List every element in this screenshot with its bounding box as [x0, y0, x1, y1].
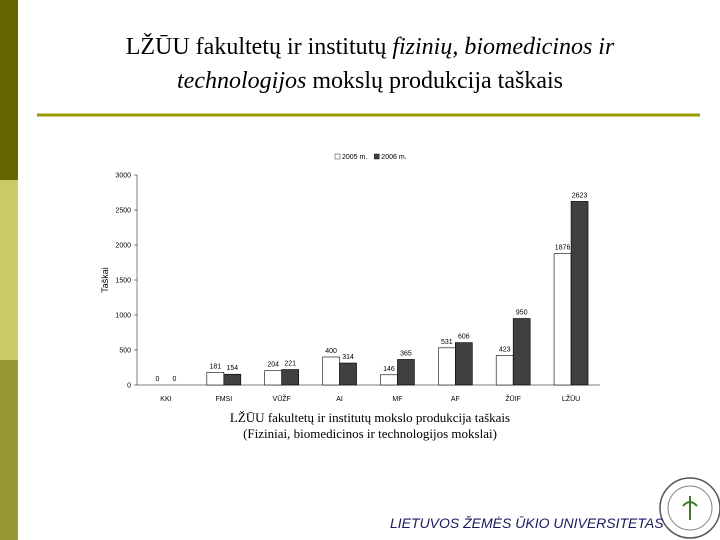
data-label: 154: [226, 365, 238, 372]
y-tick-label: 1500: [115, 278, 131, 285]
bar: [455, 342, 473, 386]
side-strip: [0, 360, 18, 540]
x-tick-label: AF: [451, 396, 460, 403]
title-text: technologijos: [177, 68, 307, 94]
caption-line: (Fiziniai, biomedicinos ir technologijos…: [243, 426, 497, 441]
data-label: 221: [284, 361, 296, 368]
slide-title: LŽŪU fakultetų ir institutų fizinių, bio…: [40, 30, 700, 98]
x-tick-label: FMSI: [215, 396, 232, 403]
legend-swatch: [334, 153, 341, 160]
data-label: 0: [155, 376, 159, 383]
bar: [553, 253, 572, 386]
bar: [438, 347, 456, 386]
bar: [397, 359, 415, 386]
bar: [281, 369, 299, 386]
data-label: 1876: [555, 245, 571, 252]
y-tick-label: 0: [127, 383, 131, 390]
x-tick-label: LŽŪU: [562, 394, 580, 403]
data-label: 365: [400, 350, 412, 357]
data-label: 181: [209, 363, 221, 370]
data-label: 950: [516, 310, 528, 317]
data-label: 2623: [572, 192, 588, 199]
y-tick-label: 2500: [115, 208, 131, 215]
data-label: 400: [325, 348, 337, 355]
title-text: LŽŪU fakultetų ir institutų: [125, 34, 393, 60]
data-label: 146: [383, 366, 395, 373]
x-tick-label: MF: [392, 396, 402, 403]
legend-label: 2005 m.: [342, 154, 367, 161]
chart-caption: LŽŪU fakultetų ir institutų mokslo produ…: [140, 410, 600, 442]
data-label: 531: [441, 339, 453, 346]
x-tick-label: ŽŪIF: [505, 394, 521, 403]
y-tick-label: 2000: [115, 243, 131, 250]
title-text: mokslų produkcija taškais: [306, 68, 563, 94]
chart: 0 500 1000 1500 2000 2500 3000 Taškai 2005 m. 200…: [100, 153, 600, 403]
bar: [339, 362, 357, 386]
y-tick-label: 1000: [115, 313, 131, 320]
caption-line: LŽŪU fakultetų ir institutų mokslo produ…: [229, 410, 511, 425]
data-label: 314: [342, 354, 354, 361]
title-line: technologijos mokslų produkcija taškais: [40, 64, 700, 98]
bar: [512, 318, 531, 386]
legend-swatch: [374, 153, 380, 160]
bar: [223, 373, 242, 386]
y-tick-label: 3000: [115, 173, 131, 180]
y-axis-label: Taškai: [100, 267, 110, 293]
data-label: 423: [499, 346, 511, 353]
bar: [206, 372, 225, 386]
y-tick-label: 500: [119, 348, 131, 355]
bar: [380, 374, 398, 386]
side-strip: [0, 180, 18, 360]
title-line: LŽŪU fakultetų ir institutų fizinių, bio…: [40, 30, 700, 64]
bar: [495, 355, 514, 386]
x-tick-label: VŪŽF: [273, 394, 291, 403]
x-tick-label: KKI: [160, 396, 171, 403]
bar: [322, 356, 340, 386]
legend-label: 2006 m.: [381, 154, 406, 161]
data-label: 606: [458, 334, 470, 341]
bar: [264, 370, 282, 386]
x-tick-label: AI: [336, 396, 343, 403]
logo: [659, 477, 720, 539]
data-label: 0: [172, 376, 176, 383]
bar: [570, 201, 589, 386]
side-strip: [0, 0, 18, 180]
data-label: 204: [267, 362, 279, 369]
title-text: fizinių, biomedicinos ir: [392, 34, 615, 60]
footer: LIETUVOS ŽEMĖS ŪKIO UNIVERSITETAS: [390, 515, 664, 531]
